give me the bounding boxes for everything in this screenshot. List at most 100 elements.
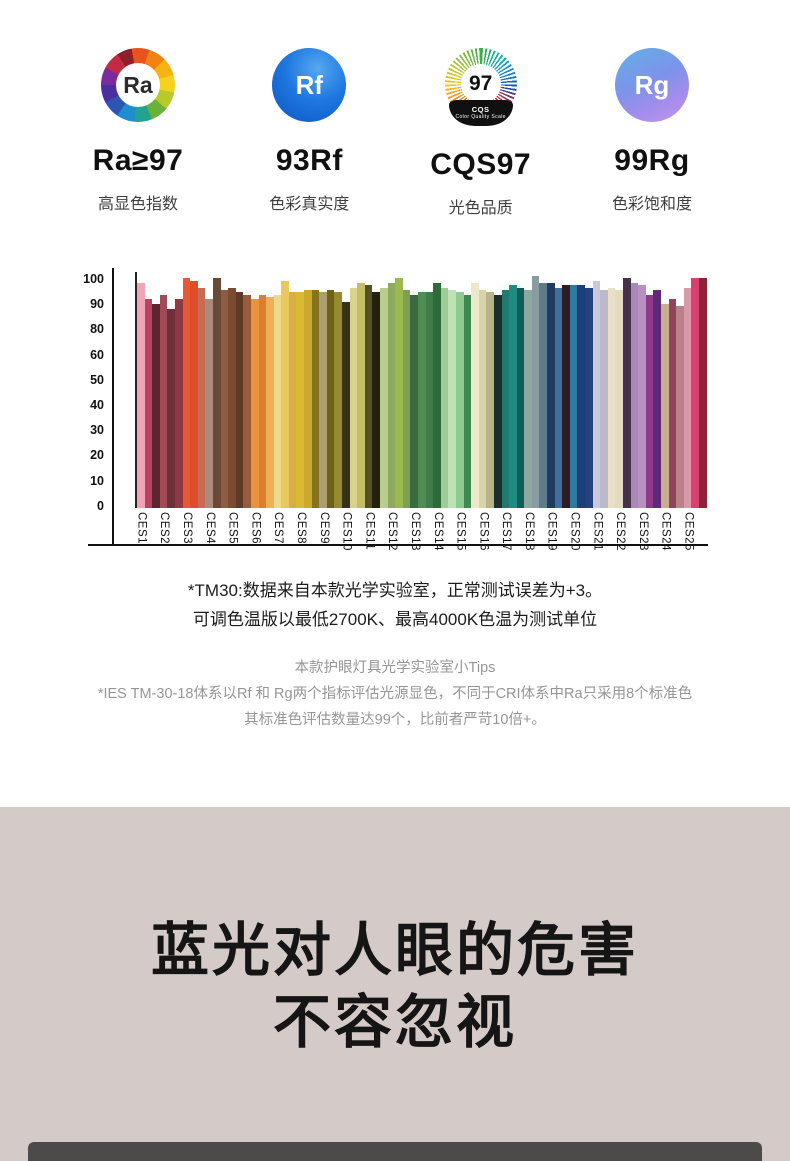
x-tick-label: CES13 (408, 512, 421, 551)
bar (531, 276, 540, 508)
bar (357, 283, 365, 508)
bar (683, 287, 692, 508)
bar (387, 283, 396, 508)
bar (137, 283, 145, 508)
x-tick-cell: CES9 (312, 512, 335, 551)
bar (288, 292, 297, 508)
bar (250, 299, 259, 508)
bar (577, 285, 586, 508)
x-tick-cell: CES8 (290, 512, 313, 551)
section-heading-line2: 不容忽视 (272, 990, 517, 1055)
bar (212, 278, 221, 508)
x-tick-cell: CES11 (358, 512, 381, 551)
x-tick-cell: CES12 (381, 512, 404, 551)
bar (266, 296, 274, 508)
bar (258, 294, 267, 508)
bar (167, 308, 175, 508)
bar (516, 287, 525, 508)
bar (478, 289, 487, 508)
bar (554, 287, 563, 508)
bar (380, 287, 388, 508)
bar (562, 285, 570, 508)
metric-badge-rg: Rg 99Rg 色彩饱和度 (572, 48, 732, 218)
bar (539, 283, 548, 508)
x-tick-label: CES3 (180, 512, 193, 545)
bar (174, 299, 183, 508)
x-axis-labels: CES1 CES2 CES3 CES4 CES5 CES6 CES7 CES8 CES9 CES1… (130, 512, 700, 551)
metric-value-ra: Ra≥97 (92, 144, 184, 177)
bar (524, 289, 532, 508)
x-tick-cell: CES14 (426, 512, 449, 551)
note-line: *TM30:数据来自本款光学实验室，正常测试误差为+3。 (187, 581, 603, 600)
x-tick-label: CES17 (500, 512, 513, 551)
y-axis-line (112, 268, 114, 546)
section-heading-line1: 蓝光对人眼的危害 (150, 918, 639, 983)
metric-value-rg: 99Rg (614, 144, 690, 177)
x-tick-label: CES25 (682, 512, 695, 551)
x-tick-label: CES15 (454, 512, 467, 551)
bar (433, 283, 441, 508)
x-tick-label: CES14 (431, 512, 444, 551)
x-tick-label: CES6 (249, 512, 262, 545)
bar (395, 278, 403, 508)
bar (364, 285, 373, 508)
bar (296, 292, 305, 508)
metric-label-ra: 高显色指数 (97, 196, 178, 213)
y-tick-label: 0 (97, 498, 104, 513)
bar (235, 292, 244, 508)
bar (410, 294, 418, 508)
bar (455, 292, 464, 508)
bar (190, 280, 198, 508)
x-tick-cell: CES21 (586, 512, 609, 551)
cqs-icon-score: 97 (468, 72, 493, 95)
x-tick-label: CES20 (568, 512, 581, 551)
bar (501, 289, 510, 508)
x-tick-label: CES12 (386, 512, 399, 551)
x-tick-label: CES21 (591, 512, 604, 551)
bar (493, 294, 502, 508)
bar (144, 299, 153, 508)
rg-circle-icon: Rg (614, 48, 689, 122)
x-tick-cell: CES24 (654, 512, 677, 551)
bar (509, 285, 517, 508)
metric-value-rf: 93Rf (275, 144, 343, 177)
metric-label-cqs: 光色品质 (448, 200, 513, 217)
bar (569, 285, 578, 508)
bar (638, 285, 646, 508)
y-tick-label: 80 (90, 322, 104, 337)
bar (592, 280, 601, 508)
x-tick-label: CES16 (477, 512, 490, 551)
next-card-top (28, 1142, 762, 1161)
bar (653, 289, 661, 508)
note-line: 可调色温版以最低2700K、最高4000K色温为测试单位 (192, 610, 598, 629)
y-tick-label: 90 (90, 297, 104, 312)
plot-left-spine (135, 272, 137, 508)
metric-badge-rf: Rf 93Rf 色彩真实度 (229, 48, 389, 218)
bar (182, 278, 191, 508)
x-tick-cell: CES5 (221, 512, 244, 551)
bar (311, 289, 320, 508)
x-tick-cell: CES19 (540, 512, 563, 551)
bar (319, 292, 327, 508)
bar (304, 289, 312, 508)
bar (205, 299, 213, 508)
x-tick-label: CES2 (158, 512, 171, 545)
notes-primary: *TM30:数据来自本款光学实验室，正常测试误差为+3。 可调色温版以最低270… (0, 574, 790, 636)
metric-badge-cqs: 97 CQS Color Quality Scale CQS97 光色品质 (401, 48, 561, 218)
bar (698, 278, 707, 508)
ra-icon-center: Ra (116, 63, 160, 107)
x-tick-label: CES23 (636, 512, 649, 551)
bar (471, 283, 479, 508)
x-tick-label: CES4 (203, 512, 216, 545)
x-tick-label: CES10 (340, 512, 353, 551)
bar (600, 289, 608, 508)
section-heading: 蓝光对人眼的危害 不容忽视 (0, 915, 790, 1059)
bar (152, 303, 160, 508)
x-tick-label: CES11 (363, 512, 376, 551)
bar (547, 283, 555, 508)
bar (402, 289, 411, 508)
x-tick-cell: CES4 (198, 512, 221, 551)
x-tick-label: CES7 (272, 512, 285, 545)
x-tick-cell: CES13 (404, 512, 427, 551)
